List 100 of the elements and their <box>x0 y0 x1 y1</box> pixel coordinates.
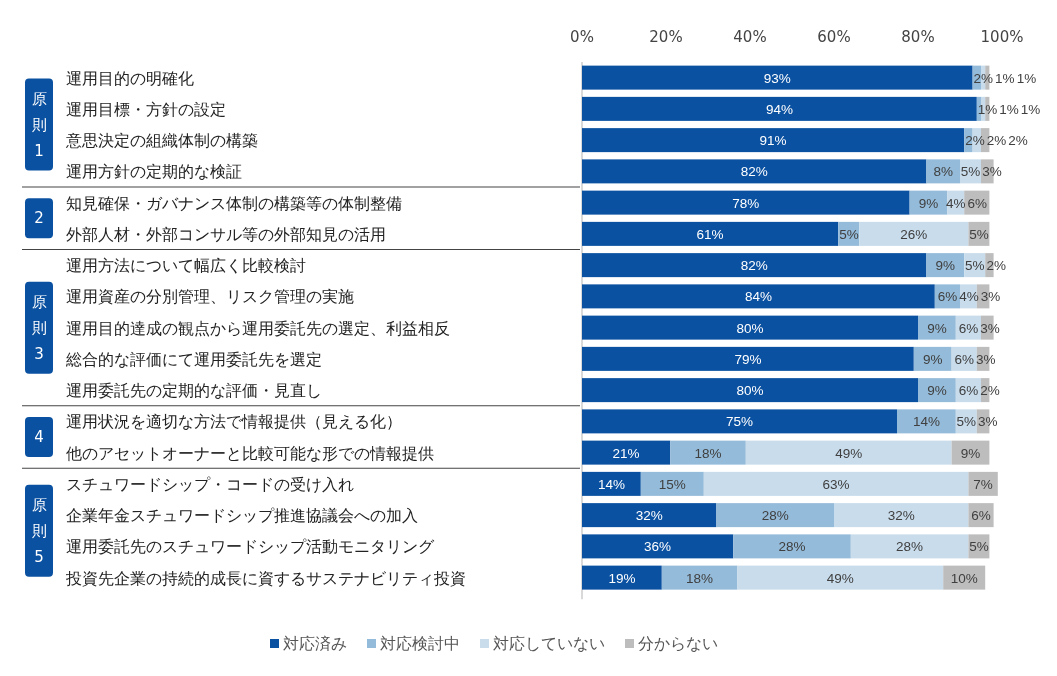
data-label: 5% <box>969 226 989 242</box>
data-label: 1% <box>999 101 1019 117</box>
data-label: 9% <box>935 258 956 274</box>
data-label: 1% <box>1020 101 1041 117</box>
data-label: 80% <box>736 383 764 399</box>
data-label: 18% <box>694 445 722 461</box>
data-label: 9% <box>927 383 947 399</box>
data-label: 6% <box>958 383 979 399</box>
data-label: 1% <box>995 70 1015 86</box>
bar <box>582 378 918 403</box>
badge: 4 <box>25 417 53 457</box>
bar <box>582 284 935 309</box>
data-label: 8% <box>933 164 953 180</box>
data-label: 26% <box>900 226 928 242</box>
data-label: 3% <box>978 414 998 430</box>
x-tick-label: 0% <box>570 28 594 46</box>
bar <box>582 190 910 215</box>
badge: 原則5 <box>25 484 53 577</box>
legend-label: 対応検討中 <box>380 634 460 653</box>
bar <box>834 503 969 528</box>
bar <box>737 565 944 590</box>
data-label: 79% <box>734 351 762 367</box>
y-tick-label: 総合的な評価にて運用委託先を選定 <box>65 349 322 369</box>
data-label: 7% <box>973 476 993 492</box>
data-label: 93% <box>763 70 791 86</box>
badge: 原則3 <box>25 281 53 374</box>
data-label: 91% <box>759 133 787 149</box>
bar <box>859 221 969 246</box>
data-label: 84% <box>744 289 772 305</box>
data-label: 18% <box>686 570 714 586</box>
data-label: 1% <box>1016 70 1037 86</box>
data-label: 10% <box>950 570 978 586</box>
data-label: 2% <box>965 133 985 149</box>
data-label: 32% <box>635 508 663 524</box>
bar <box>716 503 834 528</box>
data-label: 5% <box>960 164 981 180</box>
data-label: 5% <box>969 539 989 555</box>
bar <box>582 221 839 246</box>
bar <box>850 534 969 559</box>
data-label: 19% <box>608 570 636 586</box>
data-label: 63% <box>822 476 850 492</box>
bar <box>582 565 662 590</box>
bar <box>670 440 746 465</box>
data-label: 75% <box>725 414 754 430</box>
bar <box>733 534 851 559</box>
data-label: 9% <box>927 320 947 336</box>
data-label: 78% <box>732 195 760 211</box>
bar <box>661 565 738 590</box>
y-tick-label: 運用委託先のスチュワードシップ活動モニタリング <box>66 537 435 557</box>
data-label: 6% <box>967 195 988 211</box>
data-label: 9% <box>918 195 939 211</box>
data-label: 6% <box>958 320 979 336</box>
data-label: 28% <box>896 539 924 555</box>
data-label: 3% <box>980 320 1000 336</box>
data-label: 1% <box>977 101 998 117</box>
data-label: 82% <box>740 258 768 274</box>
bar <box>582 346 914 371</box>
data-label: 80% <box>736 320 764 336</box>
y-tick-label: 運用方法について幅広く比較検討 <box>66 256 306 276</box>
bar <box>582 440 671 465</box>
bar <box>582 96 977 121</box>
bar <box>582 128 965 153</box>
legend-label: 対応済み <box>283 634 347 653</box>
y-tick-label: 運用資産の分別管理、リスク管理の実施 <box>66 287 354 307</box>
y-tick-label: 運用状況を適切な方法で情報提供（見える化） <box>66 412 402 432</box>
data-label: 15% <box>658 476 686 492</box>
data-label: 28% <box>761 508 789 524</box>
y-tick-label: 他のアセットオーナーと比較可能な形での情報提供 <box>66 443 434 463</box>
data-label: 6% <box>971 508 991 524</box>
legend-label: 対応していない <box>493 634 605 653</box>
legend-label: 分からない <box>638 634 718 653</box>
bar <box>582 503 717 528</box>
y-tick-label: 運用目的達成の観点から運用委託先の選定、利益相反 <box>66 318 450 338</box>
bar <box>582 534 734 559</box>
y-tick-label: 知見確保・ガバナンス体制の構築等の体制整備 <box>66 193 402 213</box>
data-label: 36% <box>644 539 672 555</box>
bar <box>640 471 704 496</box>
data-label: 21% <box>612 445 640 461</box>
bar <box>582 159 927 184</box>
data-label: 2% <box>986 258 1006 274</box>
data-label: 2% <box>973 70 994 86</box>
data-label: 14% <box>597 476 625 492</box>
x-tick-label: 80% <box>901 28 935 46</box>
bar <box>703 471 969 496</box>
y-tick-label: 外部人材・外部コンサル等の外部知見の活用 <box>66 224 386 244</box>
badge: 2 <box>25 198 53 239</box>
data-label: 5% <box>964 258 985 274</box>
bar <box>582 409 897 434</box>
x-tick-label: 20% <box>649 28 683 46</box>
y-tick-label: 運用委託先の定期的な評価・見直し <box>66 381 322 401</box>
data-label: 28% <box>778 539 806 555</box>
x-tick-label: 40% <box>733 28 767 46</box>
bar <box>582 315 918 340</box>
data-label: 82% <box>740 164 768 180</box>
bar <box>897 409 956 434</box>
y-tick-label: 企業年金スチュワードシップ推進協議会への加入 <box>66 506 418 526</box>
data-label: 5% <box>956 414 977 430</box>
data-label: 2% <box>986 133 1007 149</box>
x-tick-label: 60% <box>817 28 851 46</box>
data-label: 2% <box>1008 133 1028 149</box>
